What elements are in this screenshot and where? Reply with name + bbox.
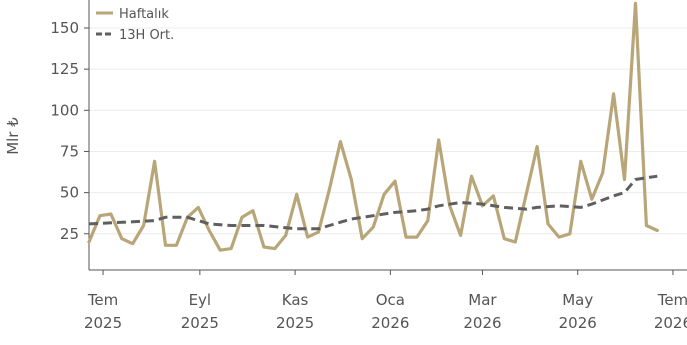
- y-tick-label: 100: [50, 101, 79, 119]
- y-tick-label: 75: [60, 142, 79, 160]
- series: [87, 1, 659, 252]
- x-tick-label-year: 2026: [371, 314, 409, 332]
- x-tick-label-year: 2026: [463, 314, 501, 332]
- y-tick-label: 25: [60, 225, 79, 243]
- x-tick-label-year: 2025: [276, 314, 314, 332]
- y-tick-label: 150: [50, 19, 79, 37]
- legend-label: 13H Ort.: [119, 28, 174, 43]
- axes: 25 50 75 100 125 150 Tem 2025 Eyl 2025 Kas 2025 Oca 2…: [50, 0, 687, 332]
- legend: Haftalık 13H Ort.: [96, 7, 174, 43]
- x-tick-label-year: 2025: [84, 314, 122, 332]
- x-tick-label-year: 2025: [181, 314, 219, 332]
- x-tick-label-year: 2026: [654, 314, 687, 332]
- x-tick-label-month: Eyl: [189, 291, 212, 309]
- legend-label: Haftalık: [119, 7, 169, 22]
- x-tick-label-month: May: [562, 291, 593, 309]
- series-line-moving-average: [88, 174, 658, 231]
- x-tick-label-month: Oca: [376, 291, 405, 309]
- y-tick-label: 50: [60, 184, 79, 202]
- series-line-weekly: [87, 1, 659, 252]
- x-tick-label-year: 2026: [559, 314, 597, 332]
- x-tick-label-month: Tem: [657, 291, 687, 309]
- x-tick-label-month: Mar: [468, 291, 497, 309]
- x-tick-label-month: Kas: [282, 291, 309, 309]
- gridlines: [89, 27, 687, 235]
- y-tick-label: 125: [50, 60, 79, 78]
- y-axis-title: Mlr ₺: [4, 117, 22, 155]
- x-tick-label-month: Tem: [87, 291, 118, 309]
